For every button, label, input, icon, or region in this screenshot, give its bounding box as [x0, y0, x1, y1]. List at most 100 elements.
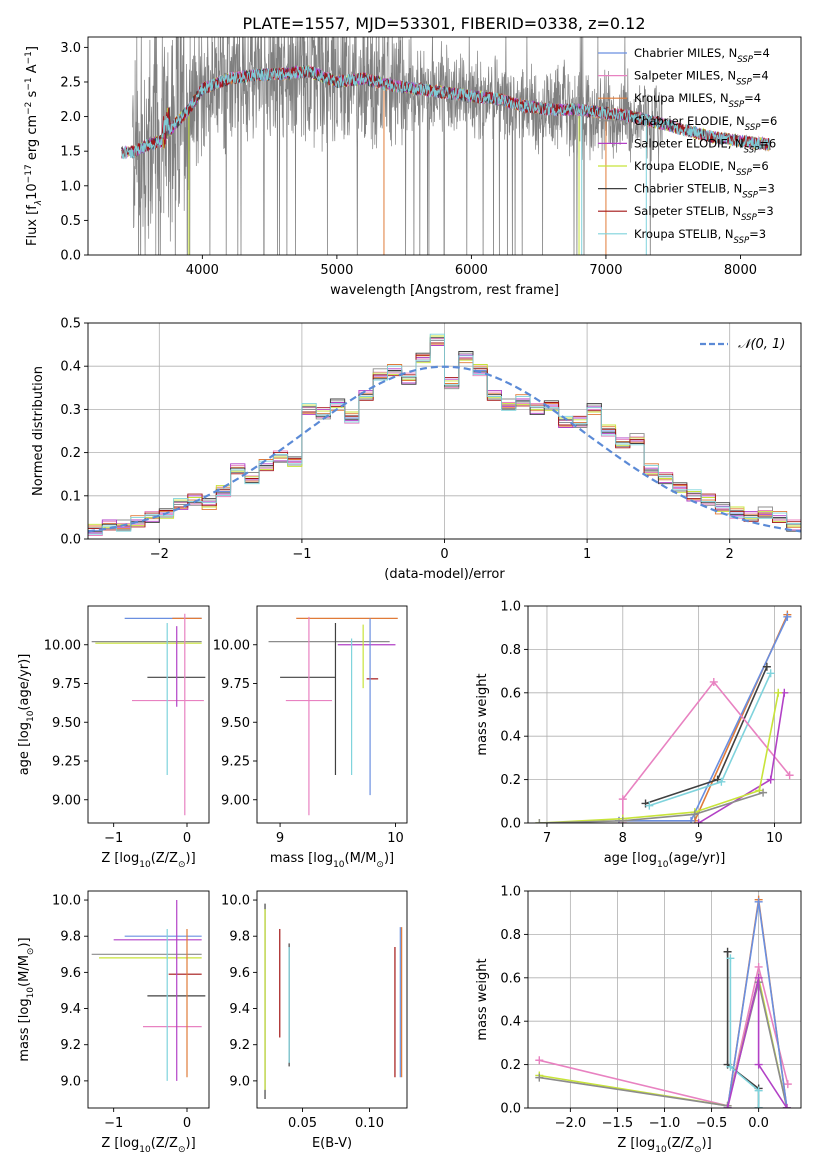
label-part: 10: [26, 710, 36, 722]
mass-weight-marker: [754, 1086, 763, 1095]
panel-residuals: −2 −1 0 1 2 0.0 0.1 0.2 0.3 0.4 0.5 (data-model)/er…: [31, 317, 802, 582]
x-tick-label: −1: [292, 547, 311, 562]
label-part: =3: [758, 182, 775, 196]
mass-weight-salpeter-miles-line: [621, 680, 791, 823]
x-tick-label: 0.10: [355, 1116, 384, 1131]
label-part: age [log: [604, 851, 657, 866]
y-tick-label: 0.8: [500, 928, 521, 943]
label-part: ⊙: [376, 860, 384, 870]
label-part: 10: [333, 860, 345, 870]
x-axis-label: wavelength [Angstrom, rest frame]: [330, 283, 559, 298]
label-part: erg cm: [25, 115, 40, 164]
label-part: ⊙: [178, 1145, 186, 1155]
label-part: −1: [24, 77, 34, 90]
label-part: Kroupa MILES, N: [634, 91, 729, 105]
label-part: =6: [752, 159, 769, 173]
y-tick-label: 10.0: [52, 894, 81, 909]
y-tick-label: 2.0: [60, 110, 81, 125]
y-tick-label: 9.4: [60, 1002, 81, 1017]
y-tick-label: 9.6: [60, 966, 81, 981]
x-tick-label: −0.5: [696, 1116, 728, 1131]
label-part: SSP: [745, 123, 761, 133]
axes-frame: [256, 890, 408, 1109]
mass-weight-marker: [754, 973, 763, 982]
mass-weight-marker: [762, 662, 771, 671]
label-part: SSP: [736, 78, 752, 88]
label-part: )]: [186, 851, 196, 866]
x-tick-label: 8: [619, 831, 627, 846]
label-part: −17: [24, 164, 34, 183]
legend-label: Kroupa MILES, NSSP=4: [634, 91, 761, 110]
x-tick-label: 0.05: [288, 1116, 317, 1131]
y-axis-label: mass [log10(M/M⊙)]: [17, 937, 36, 1061]
y-tick-label: 9.25: [52, 755, 81, 770]
legend-label: Chabrier ELODIE, NSSP=6: [634, 114, 777, 133]
label-part: mass [log: [270, 851, 333, 866]
label-part: s: [25, 90, 40, 101]
label-part: −1: [24, 51, 34, 64]
mass-weight-marker: [618, 795, 627, 804]
figure-title: PLATE=1557, MJD=53301, FIBERID=0338, z=0…: [242, 14, 645, 33]
mass-weight-marker: [535, 1073, 544, 1082]
y-tick-label: 1.0: [500, 600, 521, 615]
y-tick-label: 9.4: [229, 1002, 250, 1017]
label-part: Kroupa STELIB, N: [634, 227, 734, 241]
mass-weight-marker: [726, 1062, 735, 1071]
mass-weight-kroupa-stelib-line: [729, 958, 760, 1108]
label-part: mass [log: [17, 998, 32, 1061]
label-part: =4: [752, 69, 769, 83]
label-part: )]: [186, 1136, 196, 1151]
x-tick-label: 0: [183, 1116, 191, 1131]
mass-weight-marker: [783, 1080, 792, 1089]
y-axis-label: mass weight: [475, 673, 490, 755]
mass-weight-marker: [645, 801, 654, 810]
panels: 4000 5000 6000 7000 80000.00.51.01.52.02.53.…: [17, 36, 802, 1155]
x-tick-label: −1: [104, 831, 123, 846]
label-part: 10: [139, 860, 151, 870]
label-part: ]: [25, 46, 40, 51]
mass-weight-marker: [754, 1104, 763, 1108]
y-tick-label: 1.5: [60, 145, 81, 160]
plot-area: [121, 37, 771, 255]
x-tick-label: −1.5: [602, 1116, 634, 1131]
axes-frame: [87, 890, 210, 1109]
y-tick-label: 9.25: [221, 755, 250, 770]
histogram-kroupa-stelib-step: [88, 333, 801, 535]
label-part: ⊙: [26, 948, 36, 956]
label-part: age [log: [17, 722, 32, 775]
legend: 𝒩(0, 1): [700, 337, 785, 352]
y-tick-label: 9.8: [229, 930, 250, 945]
y-tick-label: 10.00: [44, 638, 81, 653]
label-part: Z [log: [101, 1136, 139, 1151]
axes-frame: [87, 605, 210, 824]
y-tick-label: 0.8: [500, 643, 521, 658]
y-tick-label: 2.5: [60, 75, 81, 90]
label-part: Salpeter ELODIE, N: [634, 136, 744, 150]
mass-weight-marker: [535, 1056, 544, 1065]
x-axis-label: E(B-V): [312, 1136, 352, 1151]
x-tick-label: 0: [183, 831, 191, 846]
mass-weight-marker: [754, 1060, 763, 1069]
label-part: SSP: [741, 213, 757, 223]
normal-distribution-curve: [88, 365, 801, 533]
label-part: Chabrier MILES, N: [634, 46, 737, 60]
legend-label: Chabrier STELIB, NSSP=3: [634, 182, 775, 201]
mass-weight-marker: [783, 612, 792, 621]
y-tick-label: 3.0: [60, 41, 81, 56]
label-part: =6: [760, 114, 777, 128]
x-tick-label: 5000: [320, 263, 353, 278]
label-part: (M/M: [17, 955, 32, 987]
y-tick-label: 0.1: [60, 489, 81, 504]
y-tick-label: 0.4: [500, 1015, 521, 1030]
y-tick-label: 0.5: [60, 214, 81, 229]
panel-mass-vs-EBV: 0.05 0.10 9.0 9.2 9.4 9.6 9.8 10.0 E(B-V): [221, 890, 408, 1151]
label-part: =4: [744, 91, 761, 105]
x-tick-label: 10: [387, 831, 404, 846]
x-tick-label: −1.0: [649, 1116, 681, 1131]
label-part: )]: [384, 851, 394, 866]
panel-weight-vs-Z: −2.0 −1.5 −1.0 −0.5 0.0 0.0 0.2 0.4 0.6 0.8 1.0 Z […: [475, 885, 802, 1155]
x-tick-label: 6000: [455, 263, 488, 278]
